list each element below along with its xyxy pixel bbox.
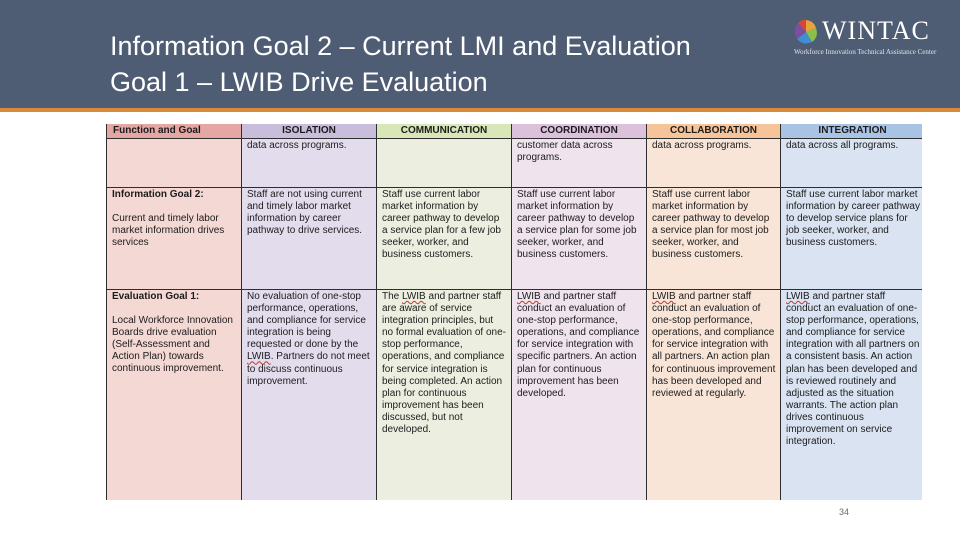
eval-goal-title: Evaluation Goal 1: (112, 291, 200, 302)
eval-goal-coordination: LWIB and partner staff conduct an evalua… (512, 290, 646, 500)
eval-goal-description: Local Workforce Innovation Boards drive … (112, 315, 233, 375)
wintac-logo: WINTAC Workforce Innovation Technical As… (792, 14, 952, 58)
slide-title-line-2: Goal 1 – LWIB Drive Evaluation (110, 67, 488, 97)
eval-communication-text-end: and partner staff are aware of service i… (382, 291, 506, 436)
eval-goal-isolation: No evaluation of one-stop performance, o… (242, 290, 376, 500)
info-goal-isolation: Staff are not using current and timely l… (242, 188, 376, 289)
logo-wordmark: WINTAC (822, 16, 930, 45)
eval-isolation-text-end: . Partners do not meet to discuss contin… (247, 351, 370, 387)
eval-communication-lwib: LWIB (402, 291, 426, 302)
eval-isolation-lwib: LWIB (247, 351, 271, 363)
eval-collaboration-lwib: LWIB (652, 291, 676, 302)
info-goal-collaboration: Staff use current labor market informati… (647, 188, 780, 289)
eval-integration-text: and partner staff conduct an evaluation … (786, 291, 920, 448)
header-communication: COMMUNICATION (377, 124, 511, 138)
eval-goal-integration: LWIB and partner staff conduct an evalua… (781, 290, 922, 500)
eval-collaboration-text: and partner staff conduct an evaluation … (652, 291, 776, 399)
eval-integration-lwib: LWIB (786, 291, 810, 302)
continued-cell-collaboration: data across programs. (647, 139, 780, 187)
header-coordination: COORDINATION (512, 124, 646, 138)
eval-goal-communication: The LWIB and partner staff are aware of … (377, 290, 511, 500)
page-number: 34 (838, 507, 849, 517)
info-goal-coordination: Staff use current labor market informati… (512, 188, 646, 289)
header-isolation: ISOLATION (242, 124, 376, 138)
logo-tagline: Workforce Innovation Technical Assistanc… (794, 48, 937, 56)
info-goal-label-cell: Information Goal 2: Current and timely l… (107, 188, 241, 289)
continued-cell-isolation: data across programs. (242, 139, 376, 187)
header-accent-line (0, 108, 960, 112)
continued-cell-coordination: customer data across programs. (512, 139, 646, 187)
info-goal-title: Information Goal 2: (112, 189, 204, 200)
slide-title: Information Goal 2 – Current LMI and Eva… (110, 28, 691, 100)
eval-communication-text-start: The (382, 291, 403, 302)
logo-pinwheel-icon (794, 19, 817, 44)
integration-rubric-table: Function and Goal ISOLATION COMMUNICATIO… (106, 124, 922, 500)
info-goal-communication: Staff use current labor market informati… (377, 188, 511, 289)
info-goal-integration: Staff use current labor market informati… (781, 188, 922, 289)
slide-header: Information Goal 2 – Current LMI and Eva… (0, 0, 960, 108)
continued-cell-integration: data across all programs. (781, 139, 922, 187)
continued-cell-communication (377, 139, 511, 187)
eval-goal-collaboration: LWIB and partner staff conduct an evalua… (647, 290, 780, 500)
slide-title-line-1: Information Goal 2 – Current LMI and Eva… (110, 31, 691, 61)
header-integration: INTEGRATION (781, 124, 922, 138)
eval-goal-label-cell: Evaluation Goal 1: Local Workforce Innov… (107, 290, 241, 500)
continued-cell-function (107, 139, 241, 187)
header-function-and-goal: Function and Goal (107, 124, 241, 138)
eval-coordination-text: and partner staff conduct an evaluation … (517, 291, 640, 399)
info-goal-description: Current and timely labor market informat… (112, 213, 225, 249)
header-collaboration: COLLABORATION (647, 124, 780, 138)
eval-coordination-lwib: LWIB (517, 291, 541, 302)
eval-isolation-text-start: No evaluation of one-stop performance, o… (247, 291, 366, 351)
